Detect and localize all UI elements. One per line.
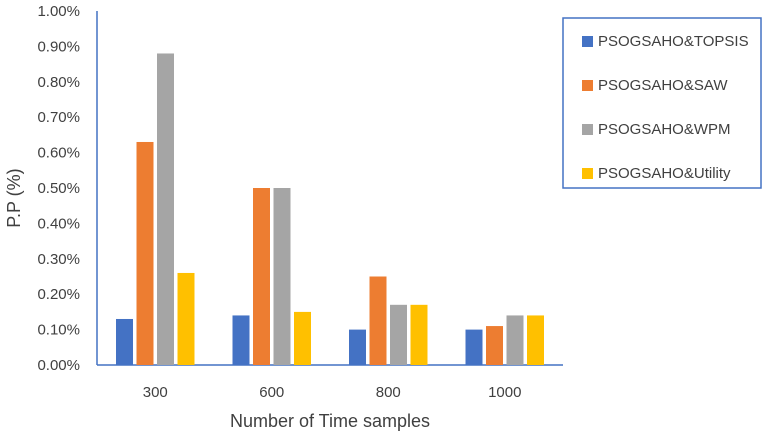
y-tick-label: 1.00%: [37, 3, 80, 20]
legend-label: PSOGSAHO&SAW: [598, 77, 728, 94]
y-tick-label: 0.40%: [37, 215, 80, 232]
x-axis-title: Number of Time samples: [230, 411, 430, 431]
bars-group: [116, 53, 544, 365]
bar: [390, 304, 407, 365]
y-tick-label: 0.50%: [37, 180, 80, 197]
y-tick-label: 0.60%: [37, 145, 80, 162]
bar: [486, 326, 503, 365]
bar: [465, 329, 483, 365]
legend-label: PSOGSAHO&Utility: [598, 165, 731, 182]
bar: [349, 329, 366, 365]
y-axis-ticks: 0.00% 0.10% 0.20% 0.30% 0.40% 0.50% 0.60% 0.70%…: [37, 3, 80, 374]
bar: [232, 315, 250, 365]
y-tick-label: 0.30%: [37, 251, 80, 268]
x-tick-label: 1000: [488, 384, 521, 401]
x-tick-label: 600: [259, 384, 284, 401]
y-tick-label: 0.10%: [37, 322, 80, 339]
y-tick-label: 0.20%: [37, 286, 80, 303]
legend-swatch: [582, 36, 593, 47]
y-tick-label: 0.90%: [37, 38, 80, 55]
legend-label: PSOGSAHO&WPM: [598, 121, 731, 138]
x-tick-label: 300: [143, 384, 168, 401]
legend: PSOGSAHO&TOPSIS PSOGSAHO&SAW PSOGSAHO&WPM P…: [562, 17, 762, 189]
bar: [273, 188, 291, 365]
bar: [157, 53, 174, 365]
legend-items: PSOGSAHO&TOPSIS PSOGSAHO&SAW PSOGSAHO&WPM P…: [582, 33, 749, 182]
bar: [410, 304, 428, 365]
bar: [253, 188, 270, 365]
x-axis-ticks: 300 600 800 1000: [143, 384, 522, 401]
legend-swatch: [582, 168, 593, 179]
bar: [177, 272, 195, 365]
legend-swatch: [582, 80, 593, 91]
y-tick-label: 0.00%: [37, 357, 80, 374]
bar: [294, 311, 311, 365]
y-tick-label: 0.70%: [37, 109, 80, 126]
legend-swatch: [582, 124, 593, 135]
bar: [136, 141, 154, 365]
legend-box: [562, 17, 762, 189]
legend-label: PSOGSAHO&TOPSIS: [598, 33, 749, 50]
x-tick-label: 800: [376, 384, 401, 401]
bar: [369, 276, 387, 365]
y-axis-title: P.P (%): [4, 168, 24, 227]
y-tick-label: 0.80%: [37, 74, 80, 91]
bar: [506, 315, 524, 365]
bar: [527, 315, 544, 365]
bar: [116, 318, 133, 365]
